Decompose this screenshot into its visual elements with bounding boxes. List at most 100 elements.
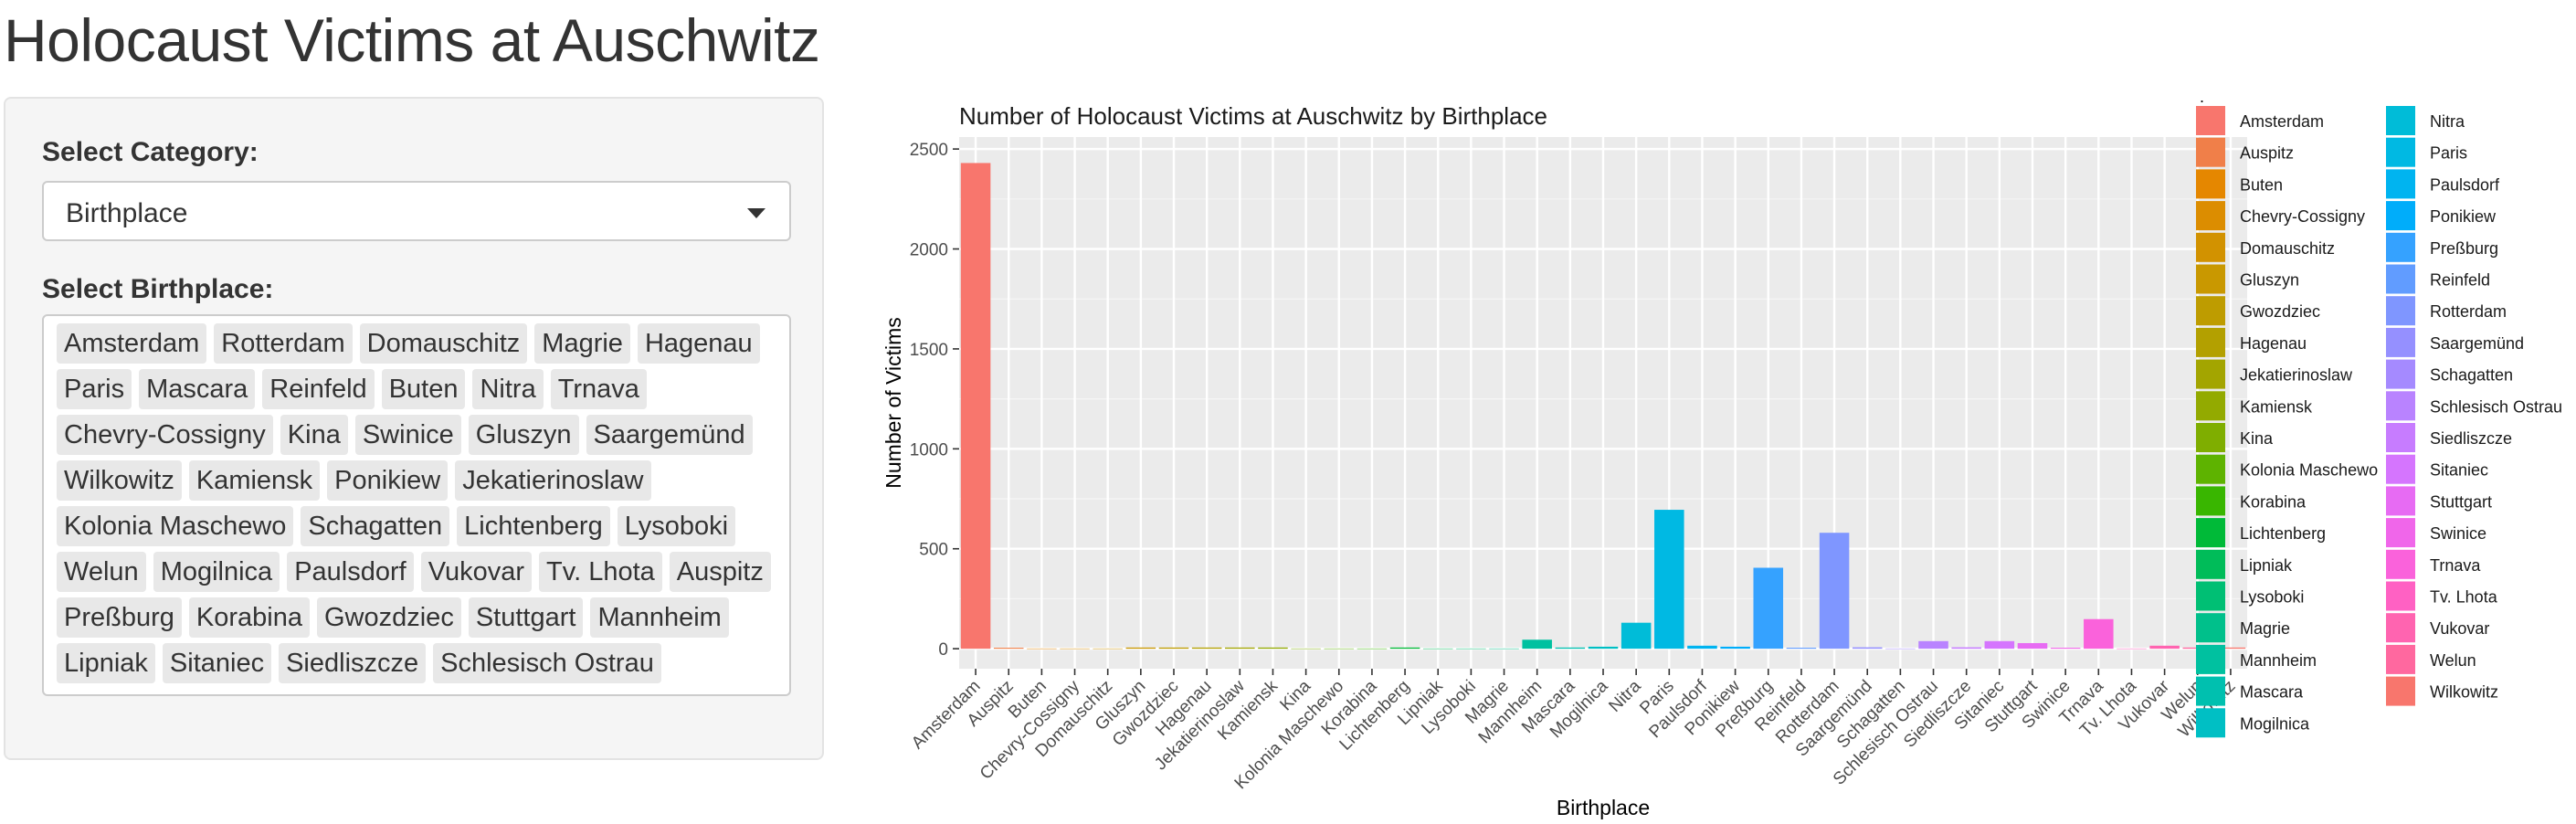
bar[interactable] <box>1191 647 1222 650</box>
bar[interactable] <box>1852 647 1883 650</box>
legend-key[interactable] <box>2196 169 2225 199</box>
legend-key[interactable] <box>2196 613 2225 643</box>
bar[interactable] <box>1291 648 1321 650</box>
legend-key[interactable] <box>2386 391 2415 421</box>
bar[interactable] <box>1885 648 1916 650</box>
category-select[interactable]: Birthplace <box>42 181 791 241</box>
legend-key[interactable] <box>2386 264 2415 294</box>
legend-key[interactable] <box>2196 359 2225 389</box>
legend-key[interactable] <box>2386 169 2415 199</box>
birthplace-chip[interactable]: Mannheim <box>590 597 729 638</box>
bar[interactable] <box>2215 647 2246 650</box>
birthplace-chip[interactable]: Rotterdam <box>214 323 353 364</box>
birthplace-chip[interactable]: Siedliszcze <box>279 643 427 683</box>
birthplace-chip[interactable]: Kamiensk <box>188 460 321 501</box>
birthplace-chip[interactable]: Mogilnica <box>153 552 280 592</box>
birthplace-chip[interactable]: Paulsdorf <box>287 552 414 592</box>
legend-key[interactable] <box>2386 106 2415 135</box>
birthplace-chip[interactable]: Vukovar <box>420 552 533 592</box>
legend-key[interactable] <box>2386 296 2415 326</box>
legend-key[interactable] <box>2386 201 2415 231</box>
birthplace-chip[interactable]: Welun <box>57 552 146 592</box>
birthplace-chip[interactable]: Trnava <box>550 369 647 409</box>
bar[interactable] <box>1753 567 1784 650</box>
legend-key[interactable] <box>2386 423 2415 452</box>
bar[interactable] <box>1093 648 1123 650</box>
bar[interactable] <box>1720 646 1750 650</box>
birthplace-chip[interactable]: Lipniak <box>57 643 155 683</box>
birthplace-multiselect[interactable]: Amsterdam Rotterdam Domauschitz Magrie Hagen… <box>42 314 791 696</box>
bar[interactable] <box>1522 639 1552 650</box>
birthplace-chip[interactable]: Jekatierinoslaw <box>455 460 651 501</box>
legend-key[interactable] <box>2196 137 2225 167</box>
bar[interactable] <box>1588 646 1619 650</box>
birthplace-chip[interactable]: Magrie <box>534 323 630 364</box>
bar[interactable] <box>1158 647 1189 650</box>
birthplace-chip[interactable]: Schlesisch Ostrau <box>433 643 661 683</box>
bar[interactable] <box>1555 647 1586 650</box>
legend-key[interactable] <box>2196 454 2225 484</box>
legend-key[interactable] <box>2196 676 2225 706</box>
legend-key[interactable] <box>2196 644 2225 674</box>
bar[interactable] <box>1918 640 1948 650</box>
birthplace-chip[interactable]: Kolonia Maschewo <box>57 506 294 546</box>
bar[interactable] <box>960 163 991 650</box>
birthplace-chip[interactable]: Saargemünd <box>586 415 753 455</box>
legend-key[interactable] <box>2196 486 2225 516</box>
bar[interactable] <box>1489 648 1519 650</box>
legend-key[interactable] <box>2196 423 2225 452</box>
legend-key[interactable] <box>2386 549 2415 579</box>
legend-key[interactable] <box>2386 676 2415 706</box>
legend-key[interactable] <box>2196 708 2225 738</box>
birthplace-chip[interactable]: Reinfeld <box>262 369 375 409</box>
bar[interactable] <box>1324 648 1355 650</box>
legend-key[interactable] <box>2386 232 2415 262</box>
legend-key[interactable] <box>2386 644 2415 674</box>
birthplace-chip[interactable]: Sitaniec <box>162 643 272 683</box>
birthplace-chip[interactable]: Hagenau <box>637 323 760 364</box>
birthplace-chip[interactable]: Nitra <box>472 369 544 409</box>
bar[interactable] <box>1060 648 1090 650</box>
birthplace-chip[interactable]: Buten <box>381 369 466 409</box>
bar[interactable] <box>1687 645 1717 650</box>
legend-key[interactable] <box>2386 359 2415 389</box>
legend-key[interactable] <box>2196 391 2225 421</box>
legend-key[interactable] <box>2386 486 2415 516</box>
birthplace-chip[interactable]: Swinice <box>354 415 461 455</box>
bar[interactable] <box>1389 647 1420 650</box>
birthplace-chip[interactable]: Lichtenberg <box>457 506 610 546</box>
legend-key[interactable] <box>2386 613 2415 643</box>
bar[interactable] <box>2117 648 2147 650</box>
bar[interactable] <box>1258 647 1288 650</box>
legend-key[interactable] <box>2196 264 2225 294</box>
bar[interactable] <box>2149 645 2180 650</box>
bar[interactable] <box>1456 648 1486 650</box>
birthplace-chip[interactable]: Domauschitz <box>359 323 528 364</box>
legend-key[interactable] <box>2196 581 2225 611</box>
legend-key[interactable] <box>2386 581 2415 611</box>
bar[interactable] <box>1786 648 1817 650</box>
legend-key[interactable] <box>2196 549 2225 579</box>
birthplace-chip[interactable]: Stuttgart <box>468 597 584 638</box>
bar[interactable] <box>1984 640 2015 650</box>
birthplace-chip[interactable]: Preßburg <box>57 597 182 638</box>
birthplace-chip[interactable]: Wilkowitz <box>57 460 182 501</box>
bar[interactable] <box>1225 647 1255 650</box>
legend-key[interactable] <box>2196 232 2225 262</box>
bar[interactable] <box>1422 648 1453 650</box>
birthplace-chip[interactable]: Ponikiew <box>327 460 449 501</box>
legend-key[interactable] <box>2386 137 2415 167</box>
bar[interactable] <box>1357 648 1388 650</box>
birthplace-chip[interactable]: Mascara <box>139 369 256 409</box>
bar[interactable] <box>1654 510 1684 650</box>
legend-key[interactable] <box>2386 518 2415 548</box>
legend-key[interactable] <box>2196 296 2225 326</box>
birthplace-chip[interactable]: Tv. Lhota <box>539 552 662 592</box>
birthplace-chip[interactable]: Paris <box>57 369 132 409</box>
legend-key[interactable] <box>2386 454 2415 484</box>
bar[interactable] <box>1621 622 1652 650</box>
birthplace-chip[interactable]: Chevry-Cossigny <box>57 415 273 455</box>
bar[interactable] <box>1125 647 1156 650</box>
legend-key[interactable] <box>2196 201 2225 231</box>
bar[interactable] <box>1951 647 1981 650</box>
